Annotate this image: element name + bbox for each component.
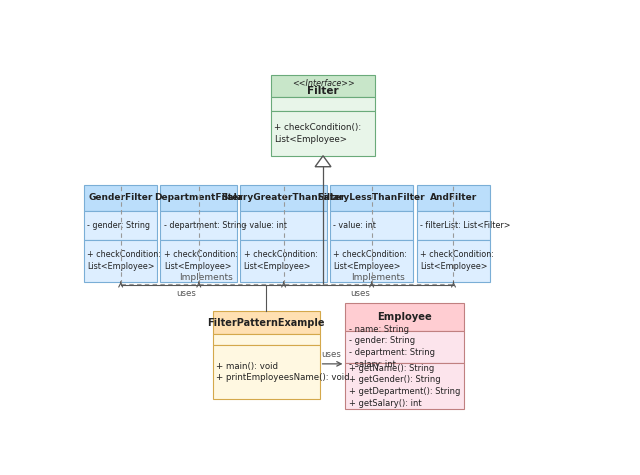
Text: + checkCondition:
List<Employee>: + checkCondition: List<Employee>: [333, 250, 407, 271]
Text: + main(): void
+ printEmployeesName(): void: + main(): void + printEmployeesName(): v…: [216, 361, 350, 382]
Text: Implements: Implements: [179, 273, 232, 282]
Bar: [346, 303, 465, 331]
Bar: [240, 211, 327, 240]
Bar: [417, 240, 490, 282]
Text: - value: int: - value: int: [333, 221, 376, 230]
Bar: [271, 96, 375, 111]
Bar: [271, 111, 375, 156]
Text: Employee: Employee: [378, 312, 432, 322]
Text: + checkCondition:
List<Employee>: + checkCondition: List<Employee>: [88, 250, 161, 271]
Bar: [240, 240, 327, 282]
Bar: [161, 185, 237, 211]
Text: uses: uses: [321, 351, 341, 360]
Text: Implements: Implements: [351, 273, 404, 282]
Bar: [84, 211, 157, 240]
Text: AndFilter: AndFilter: [430, 193, 477, 202]
Bar: [346, 363, 465, 409]
Text: <<Interface>>: <<Interface>>: [292, 79, 355, 88]
Bar: [84, 185, 157, 211]
Text: DepartmentFilter: DepartmentFilter: [154, 193, 243, 202]
Text: + checkCondition:
List<Employee>: + checkCondition: List<Employee>: [164, 250, 237, 271]
Text: - gender: String: - gender: String: [88, 221, 150, 230]
Bar: [213, 334, 319, 345]
Text: + checkCondition:
List<Employee>: + checkCondition: List<Employee>: [420, 250, 494, 271]
Text: SalaryLessThanFilter: SalaryLessThanFilter: [318, 193, 426, 202]
Bar: [330, 240, 413, 282]
Bar: [213, 345, 319, 399]
Bar: [330, 185, 413, 211]
Text: FilterPatternExample: FilterPatternExample: [207, 318, 325, 328]
Bar: [417, 185, 490, 211]
Text: + checkCondition():
List<Employee>: + checkCondition(): List<Employee>: [275, 123, 362, 144]
Bar: [84, 240, 157, 282]
Text: GenderFilter: GenderFilter: [88, 193, 153, 202]
Bar: [213, 311, 319, 334]
Text: - filterList: List<Filter>: - filterList: List<Filter>: [420, 221, 511, 230]
Bar: [271, 76, 375, 96]
Text: - department: String: - department: String: [164, 221, 246, 230]
Text: SalaryGreaterThanFilter: SalaryGreaterThanFilter: [221, 193, 346, 202]
Text: + getName(): String
+ getGender(): String
+ getDepartment(): String
+ getSalary(: + getName(): String + getGender(): Strin…: [349, 363, 460, 408]
Bar: [240, 185, 327, 211]
Text: uses: uses: [350, 288, 370, 297]
Bar: [330, 211, 413, 240]
Bar: [161, 240, 237, 282]
Text: - name: String
- gender: String
- department: String
- salary: int: - name: String - gender: String - depart…: [349, 324, 435, 369]
Bar: [346, 331, 465, 363]
Text: - value: int: - value: int: [244, 221, 287, 230]
Text: + checkCondition:
List<Employee>: + checkCondition: List<Employee>: [244, 250, 317, 271]
Bar: [417, 211, 490, 240]
Text: Filter: Filter: [307, 86, 339, 95]
Bar: [161, 211, 237, 240]
Text: uses: uses: [176, 288, 196, 297]
